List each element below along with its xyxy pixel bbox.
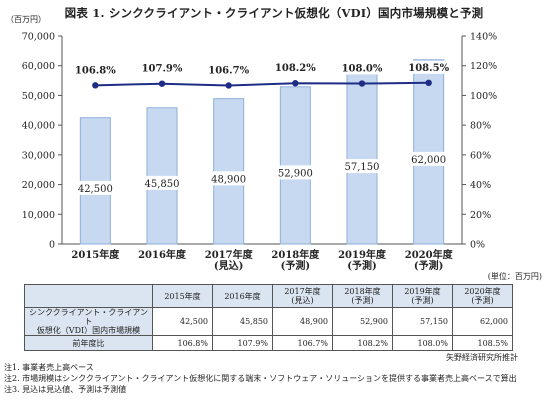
unit-note: (単位：百万円) [487, 272, 542, 281]
growth-point [292, 80, 299, 87]
table-header-cell: 2019年度 (予測) [392, 284, 453, 308]
y-right-tick-label: 140% [470, 32, 497, 43]
bar-label-bg [343, 159, 381, 174]
bar-data-label: 45,850 [145, 179, 180, 190]
bar-label-bg [76, 180, 115, 195]
x-category-label: (予測) [347, 259, 376, 272]
y-left-tick-label: 20,000 [22, 180, 55, 191]
table-cell: 62,000 [452, 307, 513, 336]
table-cell: 45,850 [212, 307, 273, 336]
bar-label-bg [276, 165, 315, 180]
x-category-label: (予測) [414, 259, 443, 272]
footnote-2: 注2. 市場規模はシンククライアント・クライアント仮想化に関する端末・ソフトウェ… [4, 374, 517, 383]
y-right-tick-label: 100% [470, 91, 497, 102]
y-left-tick-label: 70,000 [22, 32, 55, 43]
footnotes: 注1. 事業者売上高ベース 注2. 市場規模はシンククライアント・クライアント仮… [4, 362, 517, 395]
growth-line [95, 81, 429, 87]
y-left-tick-label: 50,000 [22, 91, 55, 102]
growth-point [225, 82, 232, 89]
table-cell: 48,900 [272, 307, 333, 336]
bar-data-label: 42,500 [78, 184, 113, 195]
table-row: 前年度比 106.8% 107.9% 106.7% 108.2% 108.0% 108.5% [24, 335, 513, 351]
table-header-cell: 2020年度 (予測) [452, 284, 513, 308]
table-cell: 57,150 [392, 307, 453, 336]
growth-point [92, 82, 99, 89]
table-cell: 106.8% [152, 335, 213, 351]
table-cell: 106.7% [272, 335, 333, 351]
table-header-cell: 2018年度 (予測) [332, 284, 393, 308]
x-category-label: 2018年度 [271, 248, 320, 261]
y-right-tick-label: 20% [470, 210, 491, 221]
table-cell: 108.2% [332, 335, 393, 351]
line-label-bg [406, 60, 451, 74]
y-right-tick-label: 120% [470, 61, 497, 72]
table-header-row: 2015年度 2016年度 2017年度 (見込) 2018年度 (予測) 2019年度 (予… [24, 284, 513, 308]
table-row: シンククライアント・クライアント 仮想化（VDI）国内市場規模 42,500 45,8… [24, 307, 513, 336]
line-data-label: 108.5% [408, 63, 449, 74]
line-label-bg [340, 61, 384, 75]
growth-point [425, 79, 432, 87]
x-category-label: 2015年度 [71, 248, 120, 261]
bar-data-label: 62,000 [411, 155, 446, 166]
y-left-tick-label: 0 [49, 240, 55, 251]
bar-data-label: 48,900 [211, 174, 246, 185]
y-right-tick-label: 40% [470, 180, 491, 191]
line-label-bg [273, 61, 318, 75]
x-category-label: 2017年度 [205, 248, 254, 261]
table-cell: 107.9% [212, 335, 273, 351]
table-corner-cell [24, 284, 153, 308]
line-data-label: 108.0% [342, 64, 383, 75]
table-cell: 108.5% [452, 335, 513, 351]
line-label-bg [140, 61, 184, 75]
bar-label-bg [143, 175, 181, 190]
y-left-tick-label: 60,000 [22, 61, 55, 72]
combo-chart: 0 10,000 20,000 30,000 40,000 50,000 60,000 70,… [6, 15, 497, 272]
chart-title: 図表 1. シンククライアント・クライアント仮想化（VDI）国内市場規模と予測 [64, 6, 484, 20]
x-category-label: 2016年度 [138, 248, 187, 261]
bar-data-label: 52,900 [278, 168, 313, 179]
table-row-label: 前年度比 [24, 335, 153, 351]
y-left-tick-label: 10,000 [22, 210, 55, 221]
x-category-label: (見込) [214, 259, 243, 272]
line-label-bg [73, 63, 118, 77]
footnote-3: 注3. 見込は見込値、予測は予測値 [4, 385, 127, 394]
y-left-tick-label: 40,000 [22, 121, 55, 132]
table-header-cell: 2016年度 [212, 284, 273, 308]
bar-label-bg [409, 151, 448, 166]
line-data-label: 106.7% [208, 65, 249, 76]
y-right-tick-label: 60% [470, 150, 491, 161]
line-data-label: 106.8% [75, 65, 116, 76]
table-cell: 52,900 [332, 307, 393, 336]
y-right-tick-label: 0% [470, 240, 485, 251]
table-header-cell: 2015年度 [152, 284, 213, 308]
table-row-label: シンククライアント・クライアント 仮想化（VDI）国内市場規模 [24, 307, 153, 336]
line-data-label: 107.9% [142, 64, 183, 75]
footnote-1: 注1. 事業者売上高ベース [4, 363, 94, 372]
bar-label-bg [209, 171, 248, 186]
source-credit: 矢野経済研究所推計 [446, 353, 518, 362]
x-category-label: (予測) [281, 259, 310, 272]
x-category-label: 2020年度 [405, 248, 454, 261]
y-left-unit-label: （百万円） [6, 15, 46, 24]
x-category-label: 2019年度 [338, 248, 387, 261]
table-cell: 42,500 [152, 307, 213, 336]
y-right-tick-label: 80% [470, 121, 491, 132]
table-cell: 108.0% [392, 335, 453, 351]
line-label-bg [206, 63, 251, 77]
line-data-label: 108.2% [275, 63, 316, 74]
growth-point [158, 80, 166, 87]
table-header-cell: 2017年度 (見込) [272, 284, 333, 308]
bar-data-label: 57,150 [345, 162, 380, 173]
data-table: 2015年度 2016年度 2017年度 (見込) 2018年度 (予測) 2019年度 (予… [24, 284, 513, 351]
growth-point [358, 80, 366, 87]
y-left-tick-label: 30,000 [22, 150, 55, 161]
